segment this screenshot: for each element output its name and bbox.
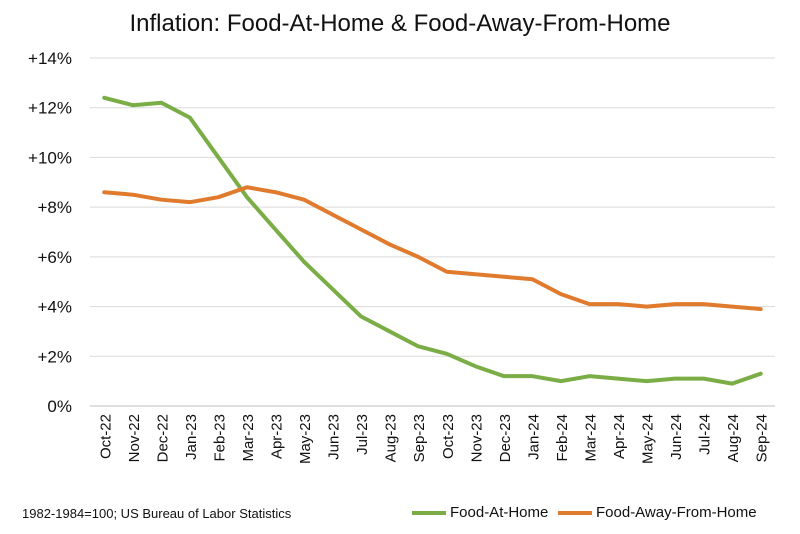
legend-swatch	[412, 510, 446, 515]
y-tick-label: +10%	[28, 148, 72, 167]
x-tick-label: Feb-23	[211, 414, 228, 462]
x-tick-label: Mar-23	[240, 414, 257, 462]
x-tick-label: Feb-24	[554, 414, 571, 462]
x-tick-label: Nov-22	[126, 414, 143, 462]
y-tick-label: +2%	[38, 347, 73, 366]
legend-swatch	[558, 510, 592, 515]
series-line-food-at-home	[102, 95, 763, 386]
series-line-food-away-from-home	[102, 185, 763, 312]
x-tick-label: Apr-23	[269, 414, 286, 459]
x-tick-label: Sep-23	[411, 414, 428, 462]
x-tick-label: May-23	[297, 414, 314, 464]
x-tick-label: Jun-23	[326, 414, 343, 460]
x-tick-label: Mar-24	[582, 414, 599, 462]
x-tick-label: Jul-23	[354, 414, 371, 455]
x-tick-label: Dec-22	[154, 414, 171, 462]
x-tick-label: May-24	[640, 414, 657, 464]
chart-title: Inflation: Food-At-Home & Food-Away-From…	[129, 10, 671, 37]
legend-item-food-at-home: Food-At-Home	[412, 504, 548, 521]
x-tick-label: Jan-24	[525, 414, 542, 460]
y-tick-label: +8%	[38, 198, 73, 217]
legend-label: Food-At-Home	[450, 504, 549, 521]
x-tick-label: Aug-23	[383, 414, 400, 462]
x-tick-label: Nov-23	[468, 414, 485, 462]
x-tick-label: Dec-23	[497, 414, 514, 462]
y-tick-label: +6%	[38, 248, 73, 267]
x-tick-label: Jun-24	[668, 414, 685, 460]
x-tick-label: Sep-24	[754, 414, 771, 462]
y-tick-label: 0%	[47, 397, 72, 416]
x-tick-label: Jan-23	[183, 414, 200, 460]
legend-item-food-away-from-home: Food-Away-From-Home	[558, 504, 757, 521]
x-tick-label: Jul-24	[697, 414, 714, 455]
y-tick-label: +4%	[38, 298, 73, 317]
x-tick-label: Oct-23	[440, 414, 457, 459]
legend-label: Food-Away-From-Home	[596, 504, 757, 521]
x-tick-label: Apr-24	[611, 414, 628, 459]
y-tick-label: +12%	[28, 99, 72, 118]
x-tick-label: Aug-24	[725, 414, 742, 462]
x-tick-label: Oct-22	[97, 414, 114, 459]
source-note: 1982-1984=100; US Bureau of Labor Statis…	[22, 506, 292, 521]
y-tick-label: +14%	[28, 49, 72, 68]
